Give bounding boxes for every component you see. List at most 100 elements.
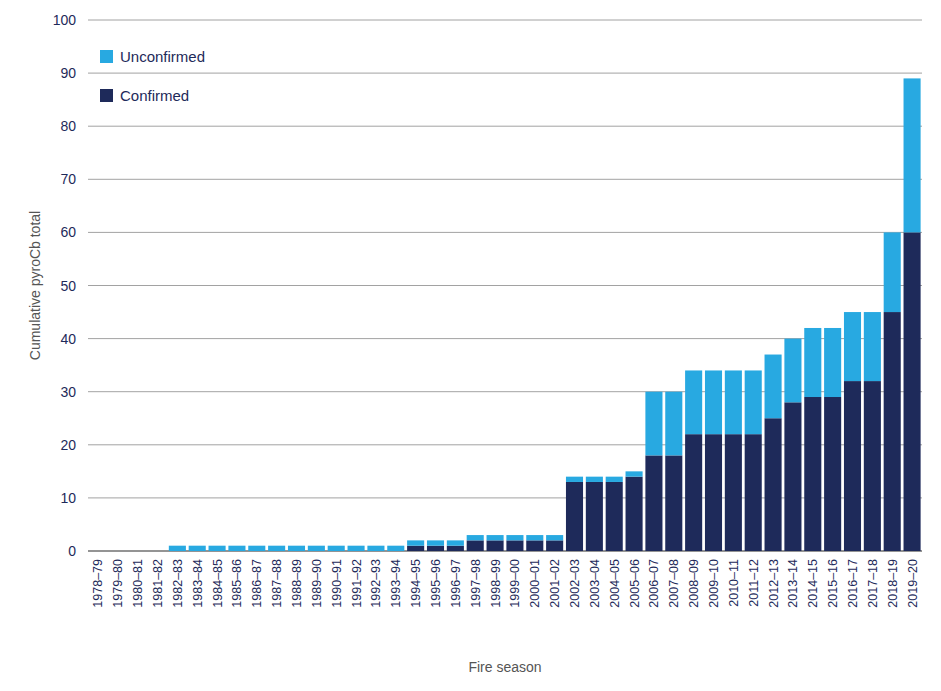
- x-tick-label: 2009–10: [707, 559, 721, 608]
- grid-line: [88, 232, 922, 233]
- x-tick-label: 1998–99: [489, 559, 503, 608]
- grid-line: [88, 73, 922, 74]
- bar-segment: [169, 546, 186, 551]
- x-tick-label: 2002–03: [568, 559, 582, 608]
- x-tick-label: 2000–01: [528, 559, 542, 608]
- legend-swatch: [100, 50, 113, 63]
- grid-line: [88, 20, 922, 21]
- bar-segment: [427, 540, 444, 545]
- x-tick-label: 1990–91: [330, 559, 344, 608]
- y-tick-label: 70: [60, 171, 76, 187]
- bar-segment: [705, 370, 722, 434]
- bar-segment: [904, 78, 921, 232]
- bar-segment: [467, 535, 484, 540]
- bar-segment: [725, 434, 742, 551]
- grid-line: [88, 285, 922, 286]
- x-tick-label: 1981–82: [151, 559, 165, 608]
- x-tick-label: 1979–80: [111, 559, 125, 608]
- y-tick-label: 0: [68, 543, 76, 559]
- x-tick-label: 1980–81: [131, 559, 145, 608]
- x-tick-label: 2011–12: [747, 559, 761, 607]
- bar-segment: [546, 535, 563, 540]
- x-tick-label: 1993–94: [389, 559, 403, 608]
- y-axis-line: [88, 20, 89, 551]
- bar-segment: [209, 546, 226, 551]
- bar-segment: [526, 535, 543, 540]
- bar-segment: [189, 546, 206, 551]
- bar-segment: [387, 546, 404, 551]
- y-tick-label: 90: [60, 65, 76, 81]
- bar-segment: [487, 535, 504, 540]
- bar-segment: [308, 546, 325, 551]
- bar-segment: [526, 540, 543, 551]
- x-tick-label: 2010–11: [727, 559, 741, 607]
- y-tick-label: 10: [60, 490, 76, 506]
- x-tick-label: 2004–05: [608, 559, 622, 608]
- bar-segment: [765, 418, 782, 551]
- bar-segment: [745, 434, 762, 551]
- bar-segment: [328, 546, 345, 551]
- bar-segment: [149, 551, 166, 552]
- x-tick-label: 2003–04: [588, 559, 602, 608]
- x-tick-label: 1994–95: [409, 559, 423, 608]
- y-tick-label: 50: [60, 278, 76, 294]
- bar-segment: [824, 397, 841, 551]
- bar-segment: [685, 434, 702, 551]
- bar-segment: [586, 477, 603, 482]
- x-tick-label: 1999–00: [508, 559, 522, 608]
- bar-segment: [427, 546, 444, 551]
- grid-line: [88, 126, 922, 127]
- x-tick-label: 2013–14: [786, 559, 800, 608]
- x-tick-label: 1986–87: [250, 559, 264, 608]
- bar-segment: [407, 546, 424, 551]
- y-tick-label: 20: [60, 437, 76, 453]
- bar-segment: [784, 402, 801, 551]
- x-tick-label: 2001–02: [548, 559, 562, 608]
- x-tick-label: 2017–18: [866, 559, 880, 608]
- bar-segment: [745, 370, 762, 434]
- grid-line: [88, 179, 922, 180]
- bar-segment: [288, 546, 305, 551]
- bar-segment: [665, 455, 682, 551]
- bar-segment: [228, 546, 245, 551]
- x-tick-label: 2014–15: [806, 559, 820, 608]
- bar-segment: [89, 551, 106, 552]
- x-tick-label: 1988–89: [290, 559, 304, 608]
- bar-segment: [129, 551, 146, 552]
- bar-segment: [606, 477, 623, 482]
- bar-segment: [645, 455, 662, 551]
- bar-segment: [884, 232, 901, 312]
- bar-segment: [566, 477, 583, 482]
- x-tick-label: 1992–93: [369, 559, 383, 608]
- bar-segment: [268, 546, 285, 551]
- legend-label: Unconfirmed: [120, 48, 205, 65]
- bar-segment: [725, 370, 742, 434]
- bar-segment: [586, 482, 603, 551]
- bar-segment: [89, 551, 106, 552]
- x-tick-label: 2012–13: [767, 559, 781, 608]
- bar-segment: [685, 370, 702, 434]
- y-tick-label: 80: [60, 118, 76, 134]
- bar-segment: [804, 397, 821, 551]
- bar-segment: [904, 232, 921, 551]
- x-tick-label: 2019–20: [906, 559, 920, 608]
- bar-segment: [705, 434, 722, 551]
- bar-segment: [645, 392, 662, 456]
- bar-segment: [367, 546, 384, 551]
- bar-segment: [506, 540, 523, 551]
- x-tick-label: 2005–06: [628, 559, 642, 608]
- x-tick-label: 1982–83: [171, 559, 185, 608]
- x-tick-label: 1995–96: [429, 559, 443, 608]
- legend-swatch: [100, 89, 113, 102]
- bar-segment: [546, 540, 563, 551]
- bar-segment: [784, 339, 801, 403]
- x-tick-label: 1991–92: [350, 559, 364, 608]
- x-tick-label: 2007–08: [667, 559, 681, 608]
- bar-segment: [765, 355, 782, 419]
- bar-segment: [626, 477, 643, 551]
- bar-segment: [506, 535, 523, 540]
- x-tick-label: 2008–09: [687, 559, 701, 608]
- y-tick-label: 40: [60, 331, 76, 347]
- x-tick-label: 1983–84: [191, 559, 205, 608]
- bar-segment: [487, 540, 504, 551]
